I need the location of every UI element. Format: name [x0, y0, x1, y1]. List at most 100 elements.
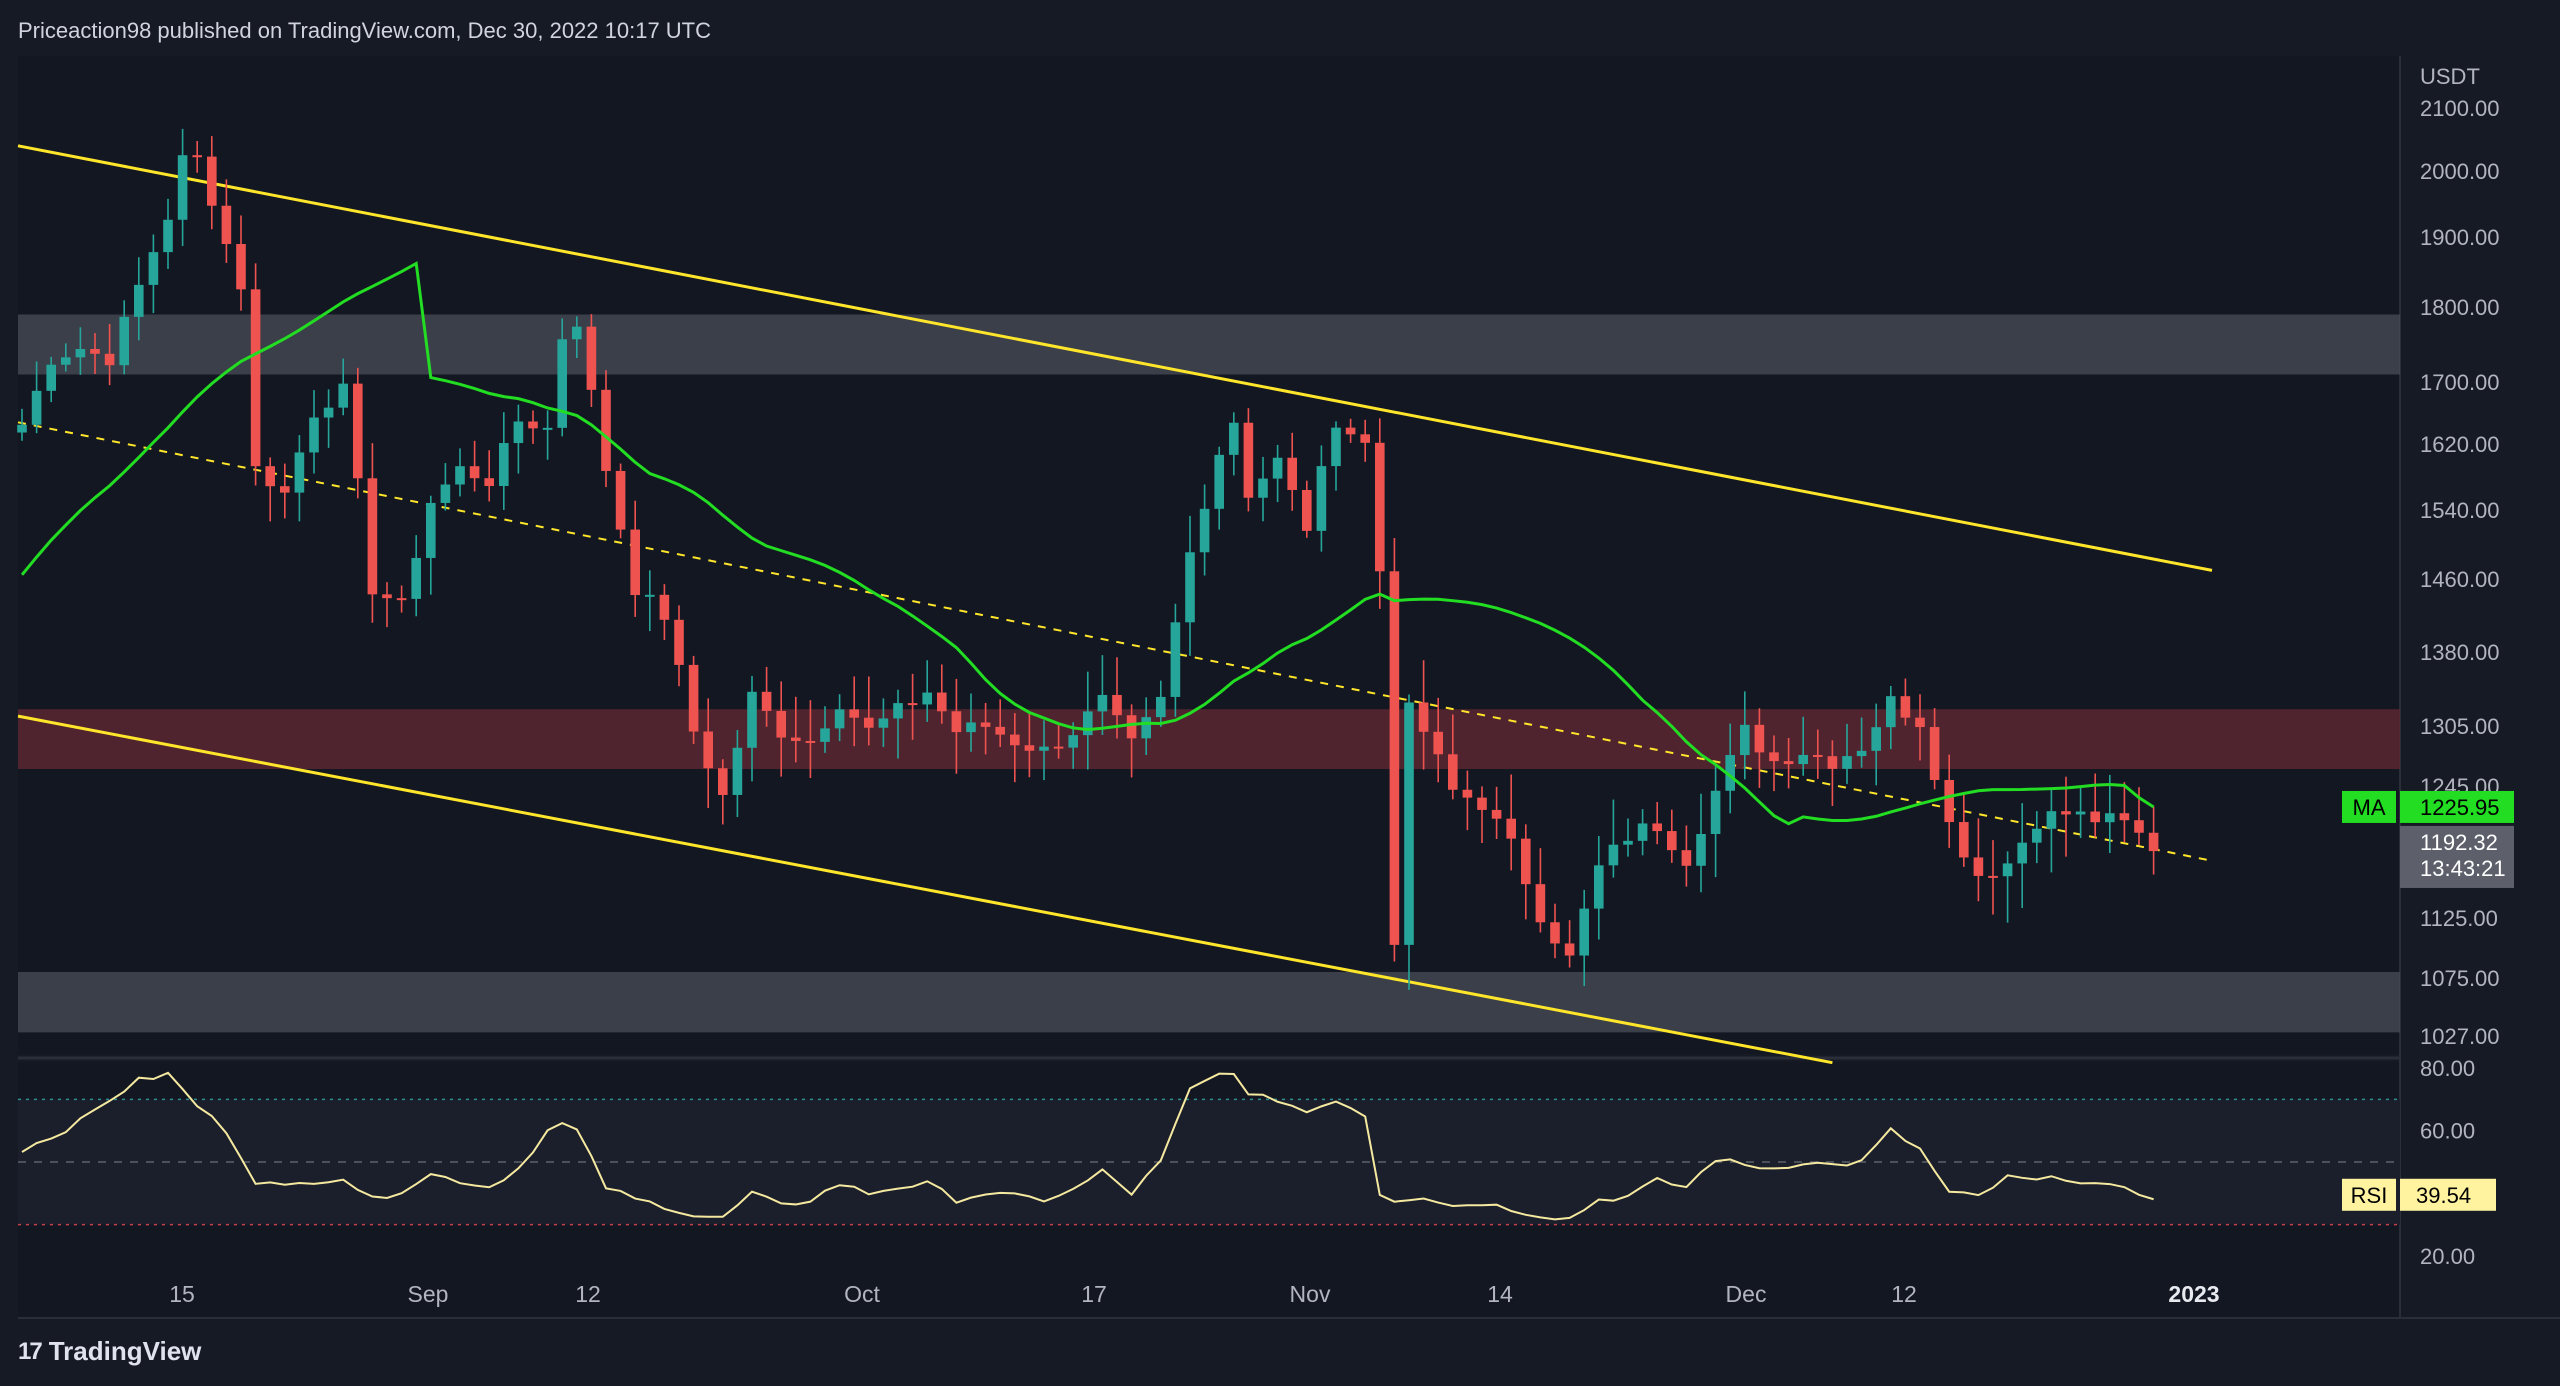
- candle-body: [557, 339, 567, 428]
- candle-body: [353, 383, 363, 479]
- candle-body: [1287, 457, 1297, 490]
- candle-body: [2119, 813, 2130, 821]
- candle-body: [1608, 844, 1619, 866]
- candle: [207, 136, 217, 230]
- candle: [2075, 786, 2086, 839]
- candle-body: [761, 691, 772, 711]
- candle: [1959, 792, 1969, 867]
- rsi-tick-label: 20.00: [2420, 1244, 2475, 1269]
- candle-body: [1929, 727, 1940, 780]
- candle-body: [309, 417, 319, 453]
- price-tick-label: 1900.00: [2420, 225, 2500, 250]
- time-tick-label: Dec: [1726, 1281, 1767, 1307]
- price-tick-label: 1620.00: [2420, 432, 2500, 457]
- candle-body: [1126, 715, 1137, 739]
- candle: [323, 389, 334, 448]
- candle: [309, 390, 319, 474]
- time-tick-label: Oct: [844, 1281, 880, 1307]
- candle: [645, 570, 655, 632]
- candle-body: [1652, 823, 1662, 832]
- candle: [1579, 889, 1589, 987]
- candle-body: [1798, 754, 1808, 765]
- time-tick-label: Nov: [1290, 1281, 1331, 1307]
- candle: [455, 448, 465, 497]
- price-tick-label: 1027.00: [2420, 1024, 2500, 1049]
- candle-body: [1068, 735, 1078, 748]
- candle: [90, 333, 100, 374]
- candle-body: [820, 728, 830, 742]
- candle: [2017, 803, 2027, 909]
- candle-body: [1170, 622, 1181, 697]
- candle-body: [513, 421, 524, 444]
- price-tick-label: 1125.00: [2420, 906, 2498, 931]
- candle-body: [367, 478, 378, 595]
- candle: [1199, 484, 1210, 576]
- candle-body: [1988, 875, 1998, 878]
- candle-body: [1915, 717, 1925, 728]
- price-tick-label: 1700.00: [2420, 370, 2500, 395]
- candle-body: [703, 731, 713, 769]
- candle-body: [1973, 857, 1984, 876]
- time-tick-label: 14: [1487, 1281, 1513, 1307]
- candle-body: [484, 478, 494, 487]
- candle-body: [426, 502, 436, 558]
- candle: [747, 675, 757, 782]
- candle: [1126, 704, 1137, 778]
- candle-body: [1710, 790, 1721, 834]
- last-price-value: 1192.32: [2420, 830, 2498, 855]
- candle: [703, 698, 713, 809]
- candle-body: [265, 466, 275, 487]
- candle-body: [907, 703, 918, 706]
- candle: [1141, 697, 1151, 755]
- candle: [1681, 825, 1692, 887]
- candle-body: [1214, 454, 1224, 509]
- candle-body: [528, 421, 538, 429]
- candle: [1754, 708, 1765, 788]
- candle: [1477, 786, 1487, 843]
- candle-body: [1141, 717, 1151, 739]
- price-tick-label: 1305.00: [2420, 714, 2500, 739]
- candle-body: [572, 326, 582, 340]
- price-tick-label: 2000.00: [2420, 159, 2500, 184]
- candle-body: [630, 529, 640, 596]
- candle: [2061, 776, 2071, 857]
- candle-body: [1696, 833, 1706, 866]
- candle-body: [659, 594, 670, 620]
- candle: [2046, 787, 2057, 873]
- time-tick-label: 12: [575, 1281, 601, 1307]
- candle: [1637, 809, 1648, 856]
- candle: [1024, 711, 1035, 778]
- tradingview-footer[interactable]: 17 TradingView: [18, 1336, 201, 1367]
- candle: [1302, 480, 1312, 538]
- ma-tag: [2342, 790, 2396, 823]
- candle-body: [2002, 863, 2013, 877]
- candle-body: [1535, 884, 1546, 923]
- candle: [1433, 697, 1443, 783]
- candle: [1944, 754, 1954, 848]
- candle: [499, 412, 509, 510]
- candle-body: [674, 619, 684, 665]
- candle: [1842, 723, 1852, 784]
- candle-body: [1623, 840, 1633, 845]
- candle-body: [1740, 724, 1750, 756]
- candle-body: [1681, 850, 1692, 866]
- candle-body: [1491, 809, 1502, 819]
- ma-value: 1225.95: [2420, 795, 2500, 820]
- candle: [382, 582, 392, 628]
- candle-body: [1316, 466, 1327, 531]
- candle: [1360, 419, 1370, 462]
- candle: [1856, 717, 1867, 768]
- candle-body: [805, 740, 816, 743]
- candle: [1929, 708, 1940, 790]
- price-tick-label: 1800.00: [2420, 295, 2500, 320]
- candle: [1039, 720, 1049, 781]
- candle-body: [134, 284, 144, 317]
- candle: [922, 660, 932, 722]
- candle: [2119, 782, 2130, 843]
- candle-body: [177, 155, 188, 220]
- candle-body: [1404, 702, 1414, 945]
- mid-channel-dashed-line: [17, 421, 2213, 862]
- candle-body: [1477, 797, 1487, 810]
- candle: [1053, 725, 1064, 759]
